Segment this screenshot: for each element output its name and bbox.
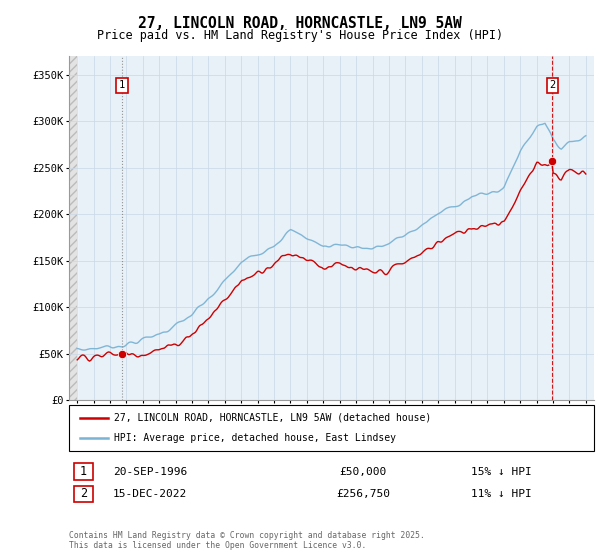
Text: Contains HM Land Registry data © Crown copyright and database right 2025.
This d: Contains HM Land Registry data © Crown c… xyxy=(69,531,425,550)
Text: 2: 2 xyxy=(80,487,87,501)
Text: 20-SEP-1996: 20-SEP-1996 xyxy=(113,466,187,477)
Text: 15-DEC-2022: 15-DEC-2022 xyxy=(113,489,187,499)
Bar xyxy=(69,56,77,400)
Text: 11% ↓ HPI: 11% ↓ HPI xyxy=(470,489,532,499)
Text: 1: 1 xyxy=(119,80,125,90)
Text: £50,000: £50,000 xyxy=(340,466,386,477)
Text: 2: 2 xyxy=(549,80,556,90)
Text: Price paid vs. HM Land Registry's House Price Index (HPI): Price paid vs. HM Land Registry's House … xyxy=(97,29,503,42)
Text: 15% ↓ HPI: 15% ↓ HPI xyxy=(470,466,532,477)
Text: £256,750: £256,750 xyxy=(336,489,390,499)
Text: HPI: Average price, detached house, East Lindsey: HPI: Average price, detached house, East… xyxy=(114,433,396,443)
Text: 27, LINCOLN ROAD, HORNCASTLE, LN9 5AW: 27, LINCOLN ROAD, HORNCASTLE, LN9 5AW xyxy=(138,16,462,31)
Text: 1: 1 xyxy=(80,465,87,478)
Text: 27, LINCOLN ROAD, HORNCASTLE, LN9 5AW (detached house): 27, LINCOLN ROAD, HORNCASTLE, LN9 5AW (d… xyxy=(114,413,431,423)
